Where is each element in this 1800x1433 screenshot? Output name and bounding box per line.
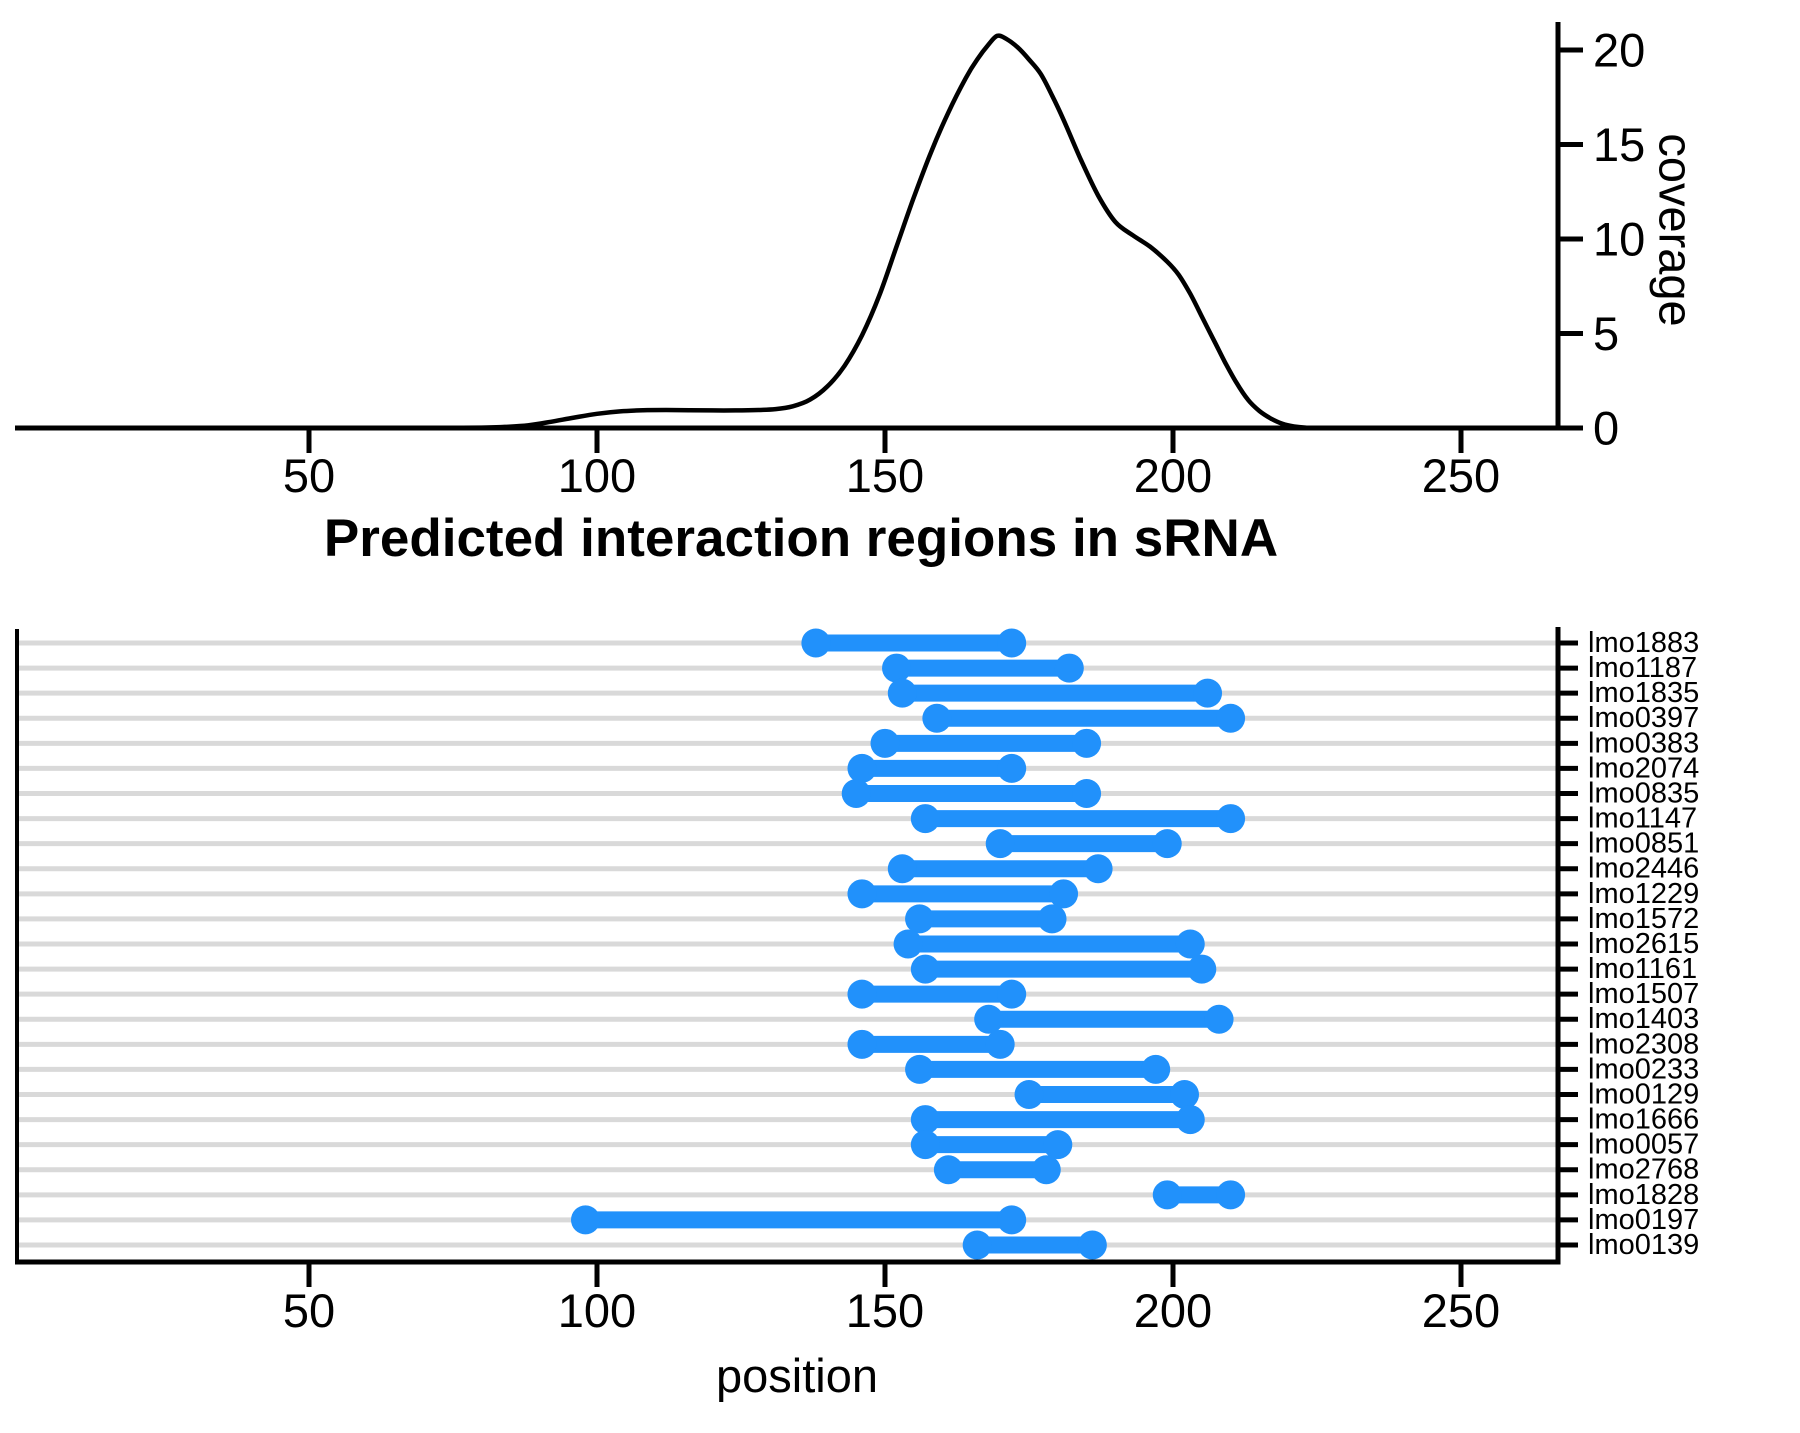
segment-start-dot-lmo1883 [801,628,831,658]
segment-start-dot-lmo0851 [985,829,1015,859]
gene-label-lmo0233: lmo0233 [1588,1053,1699,1085]
segment-end-dot-lmo1187 [1054,653,1084,683]
segment-start-dot-lmo2615 [893,929,923,959]
bottom-x-tick-label: 50 [283,1284,335,1337]
gene-label-lmo1572: lmo1572 [1588,903,1699,935]
segment-start-dot-lmo1828 [1152,1180,1182,1210]
segment-end-dot-lmo1666 [1175,1105,1205,1135]
segment-end-dot-lmo2074 [997,753,1027,783]
top-x-tick-label: 200 [1134,449,1212,502]
segment-start-dot-lmo0139 [962,1230,992,1260]
gene-label-lmo1883: lmo1883 [1588,627,1699,659]
gene-label-lmo0397: lmo0397 [1588,702,1699,734]
chart-title: Predicted interaction regions in sRNA [324,509,1278,568]
coverage-y-tick-label: 5 [1593,307,1619,360]
gene-label-lmo0197: lmo0197 [1588,1204,1699,1236]
gene-label-lmo1403: lmo1403 [1588,1003,1699,1035]
segment-end-dot-lmo0835 [1072,778,1102,808]
segment-end-dot-lmo2446 [1083,854,1113,884]
top-x-tick-label: 50 [283,449,335,502]
segment-end-dot-lmo0397 [1216,703,1246,733]
gene-label-lmo1187: lmo1187 [1588,652,1697,684]
bottom-x-tick-label: 100 [558,1284,636,1337]
segment-end-dot-lmo1403 [1204,1004,1234,1034]
segment-start-dot-lmo1572 [905,904,935,934]
segment-end-dot-lmo1883 [997,628,1027,658]
segment-start-dot-lmo0129 [1014,1079,1044,1109]
segment-end-dot-lmo1572 [1037,904,1067,934]
gene-label-lmo0129: lmo0129 [1588,1078,1699,1110]
segment-start-dot-lmo1229 [847,879,877,909]
gene-label-lmo0383: lmo0383 [1588,727,1699,759]
gene-label-lmo1828: lmo1828 [1588,1179,1699,1211]
segment-end-dot-lmo1147 [1216,804,1246,834]
segment-end-dot-lmo0129 [1170,1079,1200,1109]
segment-end-dot-lmo1507 [997,979,1027,1009]
position-axis-title: position [716,1349,878,1402]
segment-end-dot-lmo0057 [1043,1130,1073,1160]
segment-end-dot-lmo1229 [1049,879,1079,909]
segment-start-dot-lmo2446 [887,854,917,884]
gene-label-lmo2768: lmo2768 [1588,1154,1699,1186]
segment-start-dot-lmo1507 [847,979,877,1009]
gene-label-lmo0851: lmo0851 [1588,828,1699,860]
gene-label-lmo0835: lmo0835 [1588,777,1699,809]
gene-label-lmo1507: lmo1507 [1588,978,1699,1010]
coverage-y-tick-label: 10 [1593,213,1645,266]
segment-start-dot-lmo0835 [841,778,871,808]
top-x-tick-label: 150 [846,449,924,502]
segment-start-dot-lmo0197 [570,1205,600,1235]
segment-end-dot-lmo2768 [1031,1155,1061,1185]
bottom-x-tick-label: 150 [846,1284,924,1337]
segment-end-dot-lmo0383 [1072,728,1102,758]
segment-start-dot-lmo2074 [847,753,877,783]
segment-start-dot-lmo0397 [922,703,952,733]
segment-end-dot-lmo0197 [997,1205,1027,1235]
top-x-tick-label: 250 [1422,449,1500,502]
density-curve [21,33,1565,431]
bottom-x-tick-label: 250 [1422,1284,1500,1337]
segment-end-dot-lmo2615 [1175,929,1205,959]
segment-end-dot-lmo1835 [1193,678,1223,708]
gene-label-lmo1666: lmo1666 [1588,1104,1699,1136]
segment-start-dot-lmo1403 [974,1004,1004,1034]
gene-label-lmo1835: lmo1835 [1588,677,1699,709]
segment-start-dot-lmo0233 [905,1054,935,1084]
gene-label-lmo1229: lmo1229 [1588,878,1699,910]
coverage-y-tick-label: 20 [1593,24,1645,77]
gene-label-lmo2308: lmo2308 [1588,1028,1699,1060]
segment-start-dot-lmo1666 [910,1105,940,1135]
coverage-density-panel: 50 100 150 200 250 0 5 10 15 20 [15,22,1645,502]
bottom-x-tick-label: 200 [1134,1284,1212,1337]
segment-start-dot-lmo1187 [882,653,912,683]
segment-start-dot-lmo1835 [887,678,917,708]
segment-end-dot-lmo0851 [1152,829,1182,859]
gene-label-lmo2615: lmo2615 [1588,928,1699,960]
gene-label-lmo1147: lmo1147 [1588,803,1697,835]
gene-label-lmo2074: lmo2074 [1588,752,1699,784]
gene-label-lmo1161: lmo1161 [1588,953,1697,985]
segment-start-dot-lmo0383 [870,728,900,758]
segment-end-dot-lmo0233 [1141,1054,1171,1084]
coverage-axis-title: coverage [1650,133,1703,326]
coverage-y-tick-label: 0 [1593,402,1619,455]
segment-end-dot-lmo0139 [1077,1230,1107,1260]
segment-start-dot-lmo1161 [910,954,940,984]
segment-start-dot-lmo2308 [847,1029,877,1059]
coverage-y-tick-label: 15 [1593,118,1645,171]
gene-label-lmo0139: lmo0139 [1588,1229,1699,1261]
gene-label-lmo2446: lmo2446 [1588,853,1699,885]
segment-end-dot-lmo2308 [985,1029,1015,1059]
gene-label-lmo0057: lmo0057 [1588,1129,1699,1161]
top-x-tick-label: 100 [558,449,636,502]
segment-end-dot-lmo1828 [1216,1180,1246,1210]
segment-start-dot-lmo2768 [933,1155,963,1185]
interaction-regions-panel: lmo1883lmo1187lmo1835lmo0397lmo0383lmo20… [15,627,1699,1337]
segment-start-dot-lmo1147 [910,804,940,834]
segment-start-dot-lmo0057 [910,1130,940,1160]
segment-end-dot-lmo1161 [1187,954,1217,984]
